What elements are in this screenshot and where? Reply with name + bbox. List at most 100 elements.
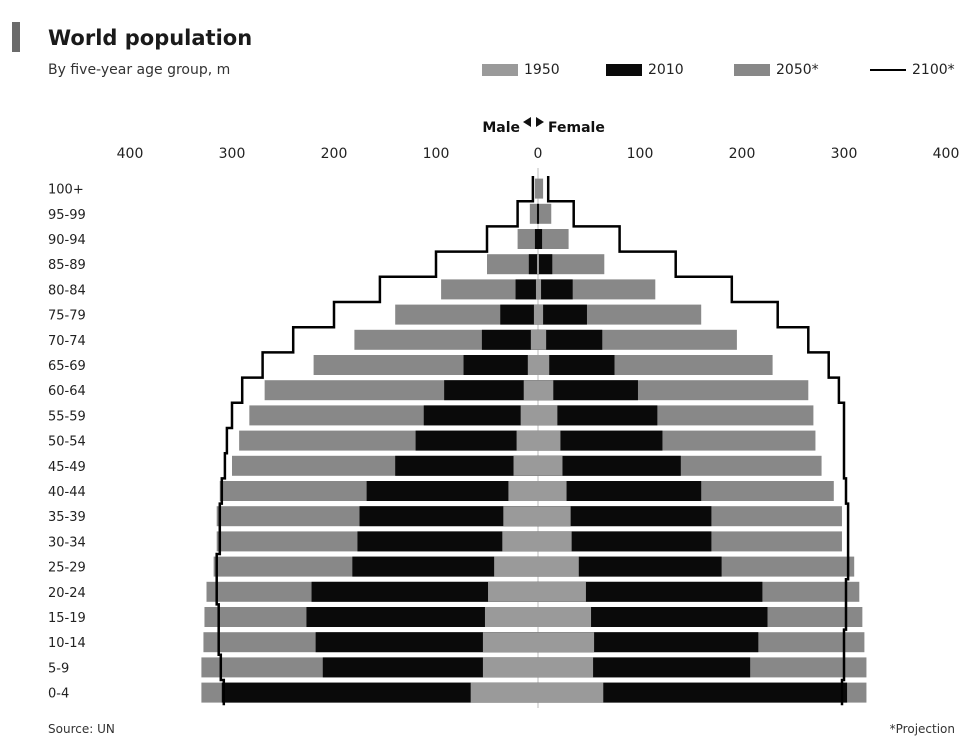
bar-2010-male: [352, 556, 538, 577]
bar-1950-female: [538, 455, 563, 476]
bar-2010-male: [415, 430, 538, 451]
x-axis-ticks: 400 300 200 100 0 100 200 300 400: [117, 146, 960, 708]
bar-2010-male: [500, 304, 538, 325]
bar-2010-male: [306, 607, 538, 627]
x-tick-label: 400: [117, 146, 144, 162]
age-group-label: 45-49: [48, 460, 86, 475]
bar-1950-female: [538, 632, 595, 653]
bar-1950-male: [502, 531, 538, 552]
age-group-label: 35-39: [48, 510, 86, 525]
title-bar-mark: [12, 22, 20, 52]
bar-1950-female: [538, 380, 554, 401]
age-group-label: 50-54: [48, 435, 86, 450]
bar-2050-female: [538, 203, 552, 224]
age-group-label: 85-89: [48, 258, 86, 273]
male-label: Male: [482, 120, 520, 136]
bar-2010-male: [528, 254, 538, 275]
legend-item-1950: 1950: [482, 62, 560, 78]
bar-2010-female: [538, 304, 587, 325]
bar-1950-male: [516, 430, 538, 451]
age-group-label: 100+: [48, 183, 84, 198]
bar-2050-male: [529, 203, 538, 224]
bar-2010-male: [366, 481, 538, 501]
bar-1950-female: [538, 254, 540, 275]
bar-2010-female: [538, 203, 540, 224]
bar-2010-female: [538, 506, 712, 527]
bar-1950-male: [535, 279, 538, 300]
bar-2010-male: [481, 329, 538, 350]
age-group-label: 0-4: [48, 687, 69, 702]
age-group-label: 65-69: [48, 359, 86, 374]
line-2100-male: [215, 176, 535, 706]
bar-1950-female: [538, 607, 592, 627]
bar-1950-female: [538, 329, 547, 350]
bar-1950-female: [538, 430, 561, 451]
bar-1950-female: [538, 279, 542, 300]
bar-2010-male: [221, 682, 539, 703]
x-tick-label: 400: [933, 146, 960, 162]
bar-2010-female: [538, 455, 681, 476]
bar-1950-female: [538, 355, 550, 375]
bar-2010-female: [538, 682, 848, 703]
bar-1950-male: [536, 254, 538, 275]
legend-swatch-2010: [606, 64, 642, 76]
bar-2010-female: [538, 229, 543, 249]
bar-2010-male: [534, 229, 538, 249]
bar-2010-male: [359, 506, 538, 527]
age-group-label: 15-19: [48, 611, 86, 626]
bar-2010-male: [315, 632, 538, 653]
x-tick-label: 100: [423, 146, 450, 162]
legend-label-1950: 1950: [524, 62, 560, 78]
line-2100-female: [546, 176, 850, 706]
x-tick-label: 0: [534, 146, 543, 162]
age-group-label: 40-44: [48, 485, 86, 500]
age-group-label: 55-59: [48, 409, 86, 424]
legend-item-2100: 2100*: [870, 62, 955, 78]
bar-1950-male: [508, 481, 538, 501]
bar-2010-male: [463, 355, 538, 375]
x-tick-label: 200: [321, 146, 348, 162]
age-group-label: 20-24: [48, 586, 86, 601]
age-group-label: 25-29: [48, 561, 86, 576]
bar-1950-male: [533, 304, 538, 325]
bar-2050-female: [538, 178, 544, 199]
bar-1950-male: [488, 581, 538, 602]
bar-1950-female: [538, 405, 558, 426]
bar-2010-male: [395, 455, 538, 476]
x-tick-label: 300: [219, 146, 246, 162]
bar-1950-male: [530, 329, 538, 350]
legend-item-2050: 2050*: [734, 62, 819, 78]
bar-1950-male: [503, 506, 538, 527]
bar-2050-male: [441, 279, 538, 300]
bar-1950-male: [482, 632, 538, 653]
bar-2010-male: [423, 405, 538, 426]
age-group-label: 80-84: [48, 283, 86, 298]
x-tick-label: 300: [831, 146, 858, 162]
bar-1950-male: [523, 380, 538, 401]
source-note: Source: UN: [48, 722, 115, 736]
x-tick-label: 200: [729, 146, 756, 162]
bar-1950-male: [482, 657, 538, 678]
bar-2010-male: [515, 279, 538, 300]
bar-1950-male: [513, 455, 538, 476]
age-group-label: 70-74: [48, 334, 86, 349]
age-labels: 100+ 95-99 90-94 85-89 80-84 75-79 70-74 65-69 6…: [48, 183, 86, 702]
bar-2010-male: [311, 581, 538, 602]
x-tick-label: 100: [627, 146, 654, 162]
bar-2050-male: [487, 254, 538, 275]
bar-2010-female: [538, 430, 663, 451]
bar-1950-male: [520, 405, 538, 426]
male-arrow-icon: [523, 117, 531, 127]
legend-item-2010: 2010: [606, 62, 684, 78]
bar-2050-male: [534, 178, 538, 199]
bars-group: [201, 178, 867, 703]
legend-label-2100: 2100*: [912, 62, 955, 78]
bar-2010-female: [538, 556, 722, 577]
bar-2010-male: [536, 203, 538, 224]
age-group-label: 30-34: [48, 535, 86, 550]
bar-1950-female: [538, 481, 567, 501]
bar-1950-female: [538, 506, 571, 527]
bar-2010-female: [538, 581, 763, 602]
age-group-label: 95-99: [48, 208, 86, 223]
